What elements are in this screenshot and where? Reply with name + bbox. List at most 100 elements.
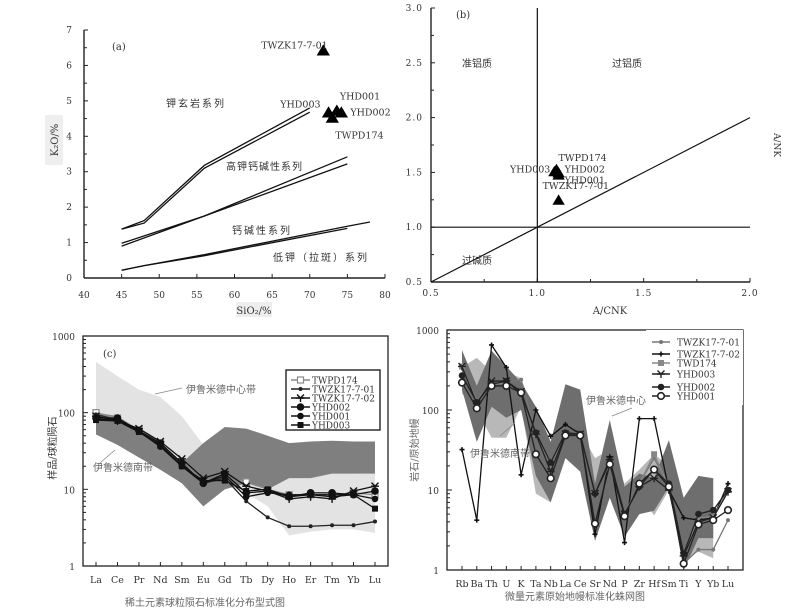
marker-YHD001-Nd [605, 460, 614, 469]
y-tick-label: 1000 [416, 327, 439, 337]
marker-YHD003-Nd [157, 442, 164, 449]
legend-marker-YHD001 [297, 412, 304, 420]
marker-YHD003-Lu [372, 505, 378, 512]
triangle-marker-YHD003 [548, 165, 561, 177]
region-peraluminous: 过铝质 [612, 57, 642, 70]
y-tick-label-a: 1 [66, 239, 72, 249]
marker-TWZK17-7-02-P [622, 540, 628, 546]
legend-marker-TWZK17-7-01 [659, 340, 663, 344]
title-c: 稀土元素球粒陨石标准化分布型式图 [125, 596, 285, 609]
legend-box-c [285, 369, 381, 431]
point-label-a: YHD001 [339, 91, 380, 102]
ylabel-b: A/NK [771, 132, 781, 157]
x-tick-label-Ta: Ta [530, 579, 542, 590]
band-label-south: 伊鲁米德南带 [93, 461, 153, 474]
plot-frame [82, 335, 389, 567]
y-tick-label: 100 [58, 410, 75, 420]
panel-label-a: (a) [112, 42, 126, 53]
x-tick-label-Sr: Sr [589, 579, 601, 590]
marker-YHD002-Y [695, 510, 702, 518]
xlabel-b: A/CNK [592, 306, 628, 317]
marker-YHD001-Sm [664, 482, 673, 491]
y-tick-label-b: 2.0 [406, 114, 423, 124]
marker-YHD002-Ba [473, 398, 481, 406]
x-tick-label-a: 75 [342, 291, 354, 301]
legend-label-TWPD174: TWPD174 [312, 377, 358, 387]
x-tick-label-b: 0.5 [422, 289, 439, 299]
title-d: 微量元素原始地幔标准化蛛网图 [505, 590, 645, 603]
region-highk: 高钾钙碱性系列 [226, 160, 303, 173]
x-tick-label-Dy: Dy [261, 575, 275, 586]
band-1 [96, 412, 375, 507]
x-tick-label-Th: Th [485, 579, 497, 590]
legend-marker-YHD003 [657, 370, 665, 378]
y-tick-label-b: 1.5 [406, 168, 423, 178]
legend-marker-TWZK17-7-02 [658, 351, 664, 357]
marker-TWZK17-7-01-Ho [287, 524, 292, 529]
x-tick-label-a: 65 [266, 291, 278, 301]
ylabel-c: 样品/球粒陨石 [46, 416, 59, 479]
leader-central [154, 387, 183, 395]
marker-YHD001-Yb [709, 516, 718, 525]
region-calcalk: 钙碱性系列 [232, 224, 292, 237]
point-label-a: YHD002 [349, 107, 390, 118]
x-tick-label-a: 80 [379, 291, 391, 301]
point-label-a: TWZK17-7-01 [261, 40, 327, 51]
marker-TWZK17-7-01-Er [308, 524, 313, 529]
legend-label-YHD002: YHD002 [676, 384, 715, 394]
panel-label-b: (b) [456, 10, 470, 21]
marker-TWZK17-7-02-Ba [474, 517, 480, 523]
triangle-marker-TWZK17-7-01 [552, 194, 565, 205]
x-tick-label-U: U [502, 579, 510, 590]
y-tick-label-a: 4 [66, 132, 72, 142]
marker-YHD003-Ce [114, 417, 121, 424]
marker-YHD002-Sr [591, 490, 599, 497]
x-tick-label-Lu: Lu [369, 575, 381, 586]
ylabel-bg [45, 115, 63, 165]
triangle-marker-TWPD174 [325, 111, 339, 123]
x-tick-label-Nd: Nd [603, 579, 617, 590]
marker-TWZK17-7-02-K [518, 472, 524, 478]
y-tick-label-b: 2.5 [406, 59, 423, 69]
marker-YHD001-Lu [723, 506, 733, 515]
x-tick-label-La: La [559, 579, 571, 590]
y-tick-label: 1 [69, 563, 75, 573]
y-tick-label-a: 3 [66, 168, 72, 178]
legend-label-TWZK17-7-02: TWZK17-7-02 [677, 351, 740, 361]
leader-central-d [611, 407, 633, 417]
marker-TWZK17-7-01-Dy [265, 515, 270, 520]
marker-YHD002-Nb [547, 459, 554, 466]
marker-YHD001-Y [694, 520, 703, 529]
y-tick-label-a: 6 [66, 61, 72, 71]
series-line-YHD003 [95, 419, 376, 510]
legend-marker-YHD001 [656, 391, 666, 401]
region-metaluminous: 准铝质 [462, 58, 492, 70]
x-tick-label-Yb: Yb [346, 575, 359, 586]
x-tick-label-b: 2.0 [741, 289, 758, 299]
legend-marker-YHD003 [297, 422, 304, 428]
legend-marker-TWZK17-7-01 [298, 387, 303, 391]
region-shoshonite: 钾玄岩系列 [166, 97, 226, 110]
y-tick-label: 10 [64, 486, 76, 496]
marker-YHD001-Sr [590, 519, 600, 528]
legend-marker-TWD174 [658, 360, 664, 366]
marker-YHD001-P [620, 512, 629, 521]
marker-TWZK17-7-01-Tm [330, 523, 335, 528]
marker-TWZK17-7-02-Hf [651, 416, 657, 422]
x-tick-label-b: 1.5 [635, 289, 652, 299]
x-tick-label-Rb: Rb [455, 579, 468, 590]
marker-TWZK17-7-02-Ti [681, 515, 687, 521]
point-label-b: TWPD174 [558, 153, 606, 164]
x-tick-label-b: 1.0 [529, 289, 546, 299]
chart-d-spider: 岩石/原始地幔 1 10 100 1000 Rb Ba Th U K Ta Nb La Ce Sr Nd P Z… [408, 327, 744, 603]
x-tick-label-a: 45 [116, 291, 128, 301]
ylabel-d: 岩石/原始地幔 [408, 418, 421, 481]
x-tick-label-a: 70 [304, 291, 316, 301]
band-label-central: 伊鲁米德中心带 [186, 383, 256, 396]
marker-TWZK17-7-01-K [519, 377, 524, 382]
y-tick-label-a: 0 [66, 274, 72, 284]
point-label-b: TWZK17-7-01 [543, 181, 609, 192]
xlabel-a: SiO₂/% [236, 306, 271, 317]
marker-TWZK17-7-02-Zr [636, 416, 642, 422]
